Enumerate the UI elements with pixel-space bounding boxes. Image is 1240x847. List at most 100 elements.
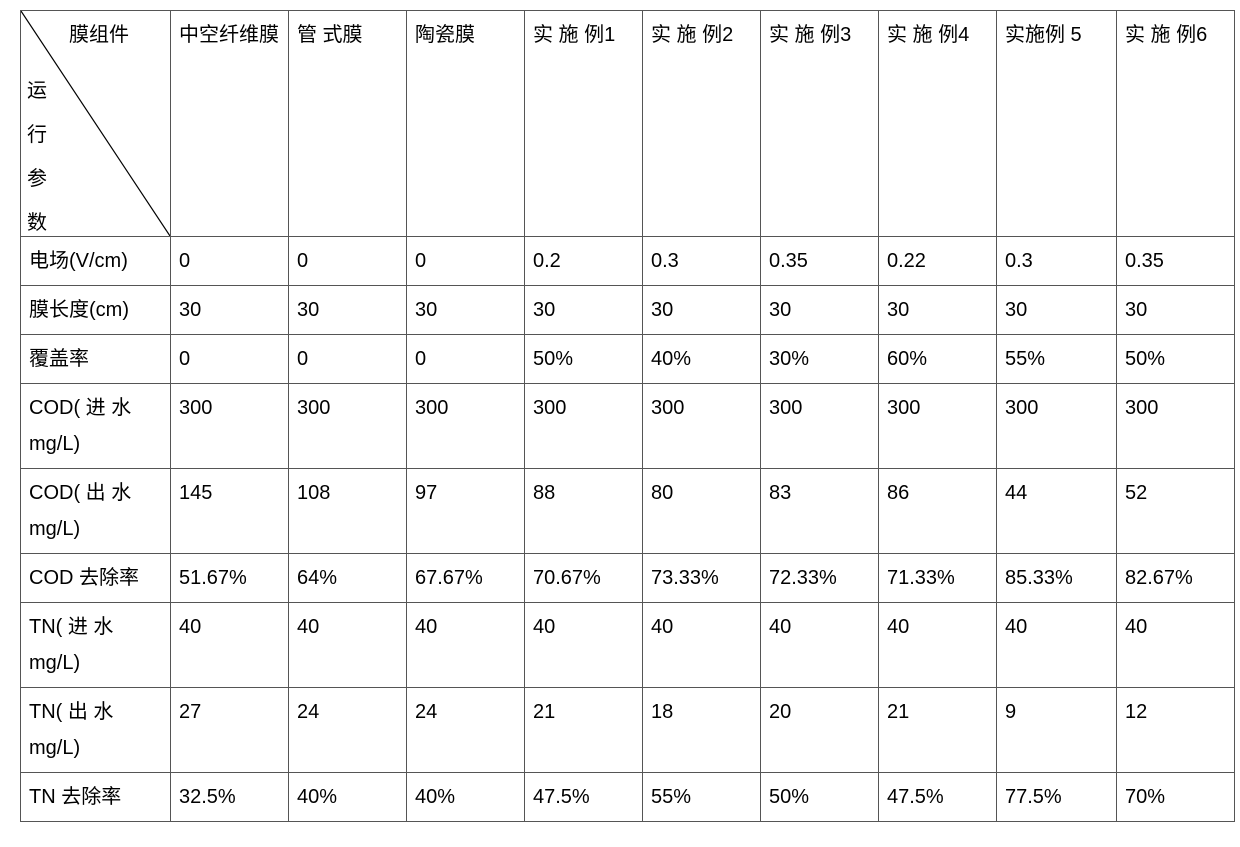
cell: 0.35 bbox=[1117, 237, 1235, 286]
col-header: 实 施 例6 bbox=[1117, 11, 1235, 237]
cell: 27 bbox=[171, 688, 289, 773]
row-header: COD( 出 水mg/L) bbox=[21, 469, 171, 554]
cell: 85.33% bbox=[997, 554, 1117, 603]
col-header: 实 施 例1 bbox=[525, 11, 643, 237]
table-row: 膜长度(cm) 30 30 30 30 30 30 30 30 30 bbox=[21, 286, 1235, 335]
col-header: 中空纤维膜 bbox=[171, 11, 289, 237]
cell: 97 bbox=[407, 469, 525, 554]
diag-left-line: 参 bbox=[27, 168, 47, 190]
cell: 50% bbox=[525, 335, 643, 384]
table-row: COD 去除率 51.67% 64% 67.67% 70.67% 73.33% … bbox=[21, 554, 1235, 603]
cell: 0.22 bbox=[879, 237, 997, 286]
cell: 40 bbox=[643, 603, 761, 688]
col-header-label: 实施例 5 bbox=[1005, 24, 1082, 46]
cell: 0 bbox=[171, 335, 289, 384]
cell: 30 bbox=[171, 286, 289, 335]
cell: 40 bbox=[1117, 603, 1235, 688]
cell: 88 bbox=[525, 469, 643, 554]
row-header: TN( 出 水mg/L) bbox=[21, 688, 171, 773]
col-header: 陶瓷膜 bbox=[407, 11, 525, 237]
cell: 40 bbox=[525, 603, 643, 688]
table-row: 电场(V/cm) 0 0 0 0.2 0.3 0.35 0.22 0.3 0.3… bbox=[21, 237, 1235, 286]
cell: 55% bbox=[997, 335, 1117, 384]
cell: 50% bbox=[761, 773, 879, 822]
row-header: 膜长度(cm) bbox=[21, 286, 171, 335]
table-body: 电场(V/cm) 0 0 0 0.2 0.3 0.35 0.22 0.3 0.3… bbox=[21, 237, 1235, 822]
cell: 30 bbox=[1117, 286, 1235, 335]
cell: 32.5% bbox=[171, 773, 289, 822]
cell: 40 bbox=[997, 603, 1117, 688]
cell: 80 bbox=[643, 469, 761, 554]
cell: 108 bbox=[289, 469, 407, 554]
cell: 47.5% bbox=[525, 773, 643, 822]
table-row: TN( 出 水mg/L) 27 24 24 21 18 20 21 9 12 bbox=[21, 688, 1235, 773]
cell: 30 bbox=[407, 286, 525, 335]
cell: 30 bbox=[879, 286, 997, 335]
cell: 40 bbox=[171, 603, 289, 688]
cell: 0 bbox=[289, 237, 407, 286]
cell: 70.67% bbox=[525, 554, 643, 603]
diag-left-label: 运 行 参 数 bbox=[27, 69, 47, 245]
cell: 0 bbox=[407, 237, 525, 286]
col-header: 实施例 5 bbox=[997, 11, 1117, 237]
cell: 30 bbox=[525, 286, 643, 335]
diag-top-label: 膜组件 bbox=[69, 17, 129, 53]
diag-left-line: 行 bbox=[27, 124, 47, 146]
table-row: TN( 进 水mg/L) 40 40 40 40 40 40 40 40 40 bbox=[21, 603, 1235, 688]
cell: 300 bbox=[761, 384, 879, 469]
cell: 40% bbox=[407, 773, 525, 822]
diag-left-line: 运 bbox=[27, 80, 47, 102]
cell: 300 bbox=[525, 384, 643, 469]
cell: 64% bbox=[289, 554, 407, 603]
cell: 50% bbox=[1117, 335, 1235, 384]
cell: 47.5% bbox=[879, 773, 997, 822]
diagonal-header-cell: 膜组件 运 行 参 数 bbox=[21, 11, 171, 237]
cell: 0 bbox=[171, 237, 289, 286]
cell: 82.67% bbox=[1117, 554, 1235, 603]
cell: 0.2 bbox=[525, 237, 643, 286]
col-header: 实 施 例2 bbox=[643, 11, 761, 237]
cell: 300 bbox=[289, 384, 407, 469]
cell: 30% bbox=[761, 335, 879, 384]
cell: 24 bbox=[289, 688, 407, 773]
cell: 40% bbox=[643, 335, 761, 384]
cell: 300 bbox=[1117, 384, 1235, 469]
cell: 0 bbox=[407, 335, 525, 384]
cell: 52 bbox=[1117, 469, 1235, 554]
cell: 44 bbox=[997, 469, 1117, 554]
col-header-label: 实 施 例4 bbox=[887, 24, 969, 46]
cell: 0.3 bbox=[643, 237, 761, 286]
cell: 30 bbox=[289, 286, 407, 335]
cell: 40 bbox=[407, 603, 525, 688]
table-row: COD( 出 水mg/L) 145 108 97 88 80 83 86 44 … bbox=[21, 469, 1235, 554]
cell: 0.3 bbox=[997, 237, 1117, 286]
cell: 9 bbox=[997, 688, 1117, 773]
col-header-label: 陶瓷膜 bbox=[415, 24, 475, 46]
cell: 20 bbox=[761, 688, 879, 773]
cell: 30 bbox=[997, 286, 1117, 335]
cell: 73.33% bbox=[643, 554, 761, 603]
cell: 72.33% bbox=[761, 554, 879, 603]
col-header: 实 施 例3 bbox=[761, 11, 879, 237]
cell: 55% bbox=[643, 773, 761, 822]
cell: 40% bbox=[289, 773, 407, 822]
cell: 40 bbox=[761, 603, 879, 688]
diag-left-line: 数 bbox=[27, 212, 47, 234]
cell: 86 bbox=[879, 469, 997, 554]
membrane-table: 膜组件 运 行 参 数 中空纤维膜 管 式膜 陶瓷膜 实 施 例1 实 施 例2… bbox=[20, 10, 1235, 822]
row-header: COD 去除率 bbox=[21, 554, 171, 603]
cell: 77.5% bbox=[997, 773, 1117, 822]
cell: 18 bbox=[643, 688, 761, 773]
cell: 40 bbox=[879, 603, 997, 688]
table-row: COD( 进 水mg/L) 300 300 300 300 300 300 30… bbox=[21, 384, 1235, 469]
table-header-row: 膜组件 运 行 参 数 中空纤维膜 管 式膜 陶瓷膜 实 施 例1 实 施 例2… bbox=[21, 11, 1235, 237]
cell: 71.33% bbox=[879, 554, 997, 603]
col-header-label: 中空纤维膜 bbox=[179, 24, 279, 46]
cell: 60% bbox=[879, 335, 997, 384]
cell: 0.35 bbox=[761, 237, 879, 286]
cell: 145 bbox=[171, 469, 289, 554]
col-header: 管 式膜 bbox=[289, 11, 407, 237]
cell: 0 bbox=[289, 335, 407, 384]
cell: 24 bbox=[407, 688, 525, 773]
cell: 67.67% bbox=[407, 554, 525, 603]
